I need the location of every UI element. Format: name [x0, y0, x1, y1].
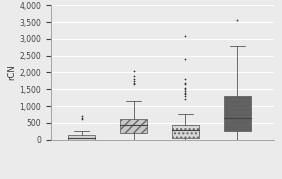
Bar	[68, 135, 95, 140]
Y-axis label: rCN: rCN	[7, 65, 16, 80]
Bar	[120, 120, 147, 133]
Bar	[224, 96, 251, 131]
Bar	[172, 125, 199, 138]
